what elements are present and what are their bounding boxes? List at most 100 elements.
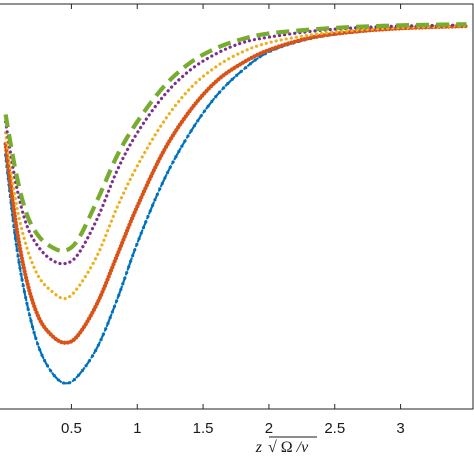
series-1-marker xyxy=(101,332,105,336)
series-1-marker xyxy=(112,304,117,309)
series-1-marker xyxy=(153,198,157,202)
plot-frame xyxy=(0,3,474,410)
series-1-marker xyxy=(29,319,33,323)
series-1-marker xyxy=(160,181,164,186)
series-1-marker xyxy=(155,192,159,196)
series-1-marker xyxy=(26,307,30,311)
series-1-marker xyxy=(121,282,125,286)
series-1-marker xyxy=(253,58,257,62)
series-1-marker xyxy=(99,338,103,342)
series-1-marker xyxy=(20,278,24,282)
x-axis-label: z √ Ω /v xyxy=(255,439,309,456)
series-1-marker xyxy=(80,368,85,373)
series-1-marker xyxy=(239,69,243,74)
series-1-marker xyxy=(129,259,133,263)
series-line-2 xyxy=(3,23,469,345)
series-1-marker xyxy=(40,353,44,357)
series-1-marker xyxy=(235,73,239,77)
series-1-marker xyxy=(210,99,214,104)
series-1-marker xyxy=(168,165,172,169)
series-1-marker xyxy=(258,55,262,59)
series-1-marker xyxy=(165,171,170,175)
series-1-marker xyxy=(25,301,29,305)
series-1-marker xyxy=(171,160,175,164)
series-1-marker xyxy=(77,373,81,377)
series-1-marker xyxy=(196,119,200,123)
series-1-marker xyxy=(248,62,252,66)
series-1-marker xyxy=(230,77,234,82)
series-1-marker xyxy=(158,187,162,191)
series-1-marker xyxy=(189,129,193,133)
series-1-marker xyxy=(42,358,47,363)
series-1-marker xyxy=(148,209,152,213)
series-1-marker xyxy=(192,124,196,128)
series-1-marker xyxy=(183,139,187,143)
series-1-marker xyxy=(141,225,146,230)
series-1-marker xyxy=(108,316,112,320)
x-axis-label-slash: /v xyxy=(296,439,309,456)
series-1-marker xyxy=(214,95,218,99)
series-1-marker xyxy=(38,347,42,352)
series-1-marker xyxy=(32,330,36,335)
series-1-marker xyxy=(151,203,155,207)
series-1-marker xyxy=(16,254,20,258)
series-1-marker xyxy=(13,236,18,240)
series-1-marker xyxy=(49,369,53,373)
series-1-marker xyxy=(34,336,38,340)
series-1-marker xyxy=(14,242,18,246)
series-1-marker xyxy=(72,377,77,382)
series-1-marker xyxy=(67,381,72,385)
series-1-marker xyxy=(24,295,28,300)
series-line-5 xyxy=(3,22,467,254)
series-1-marker xyxy=(91,354,95,358)
series-1-marker xyxy=(18,266,22,270)
series-1-marker xyxy=(244,66,248,70)
series-1-marker xyxy=(146,214,150,219)
series-1-marker xyxy=(96,343,100,347)
series-1-marker xyxy=(52,374,56,378)
x-tick-label: 2 xyxy=(265,420,273,437)
series-1-marker xyxy=(119,287,123,292)
series-1-marker xyxy=(22,290,27,294)
series-1-marker xyxy=(180,144,184,148)
series-1-marker xyxy=(17,260,21,264)
x-tick-label: 2.5 xyxy=(324,420,345,437)
series-layer xyxy=(3,22,469,385)
x-axis-label-z: z xyxy=(255,439,263,456)
series-1-marker xyxy=(139,231,143,235)
series-1-marker xyxy=(19,272,23,276)
series-1-marker xyxy=(30,325,35,329)
series-1-marker xyxy=(125,270,129,275)
series-1-marker xyxy=(56,378,61,382)
series-1-marker xyxy=(127,265,131,269)
series-line-3 xyxy=(3,24,469,301)
series-1-marker xyxy=(131,253,135,258)
series-1-marker xyxy=(144,220,148,224)
series-1-marker xyxy=(186,134,190,138)
series-1-marker xyxy=(199,114,203,118)
series-1-marker xyxy=(137,237,141,241)
series-1-marker xyxy=(206,104,210,108)
series-1-marker xyxy=(202,109,207,113)
series-1-marker xyxy=(217,90,222,94)
series-1-marker xyxy=(36,342,40,346)
series-1-marker xyxy=(21,284,25,288)
series-1-marker xyxy=(123,276,127,280)
series-1-marker xyxy=(45,364,50,368)
series-1-marker xyxy=(163,176,167,180)
series-1-marker xyxy=(110,310,114,314)
series-1-marker xyxy=(117,293,121,297)
x-axis: 0.5 1 1.5 2 2.5 3 xyxy=(61,4,405,437)
series-1-marker xyxy=(226,81,230,86)
series-1-marker xyxy=(61,381,66,385)
series-1-marker xyxy=(27,313,32,317)
series-1-marker xyxy=(84,364,88,368)
x-tick-label: 1 xyxy=(133,420,141,437)
series-1-marker xyxy=(15,248,19,252)
series-1-marker xyxy=(87,359,92,363)
x-tick-label: 3 xyxy=(396,420,404,437)
series-1-marker xyxy=(104,327,108,331)
series-1-marker xyxy=(115,299,119,303)
series-1-marker xyxy=(222,86,226,90)
